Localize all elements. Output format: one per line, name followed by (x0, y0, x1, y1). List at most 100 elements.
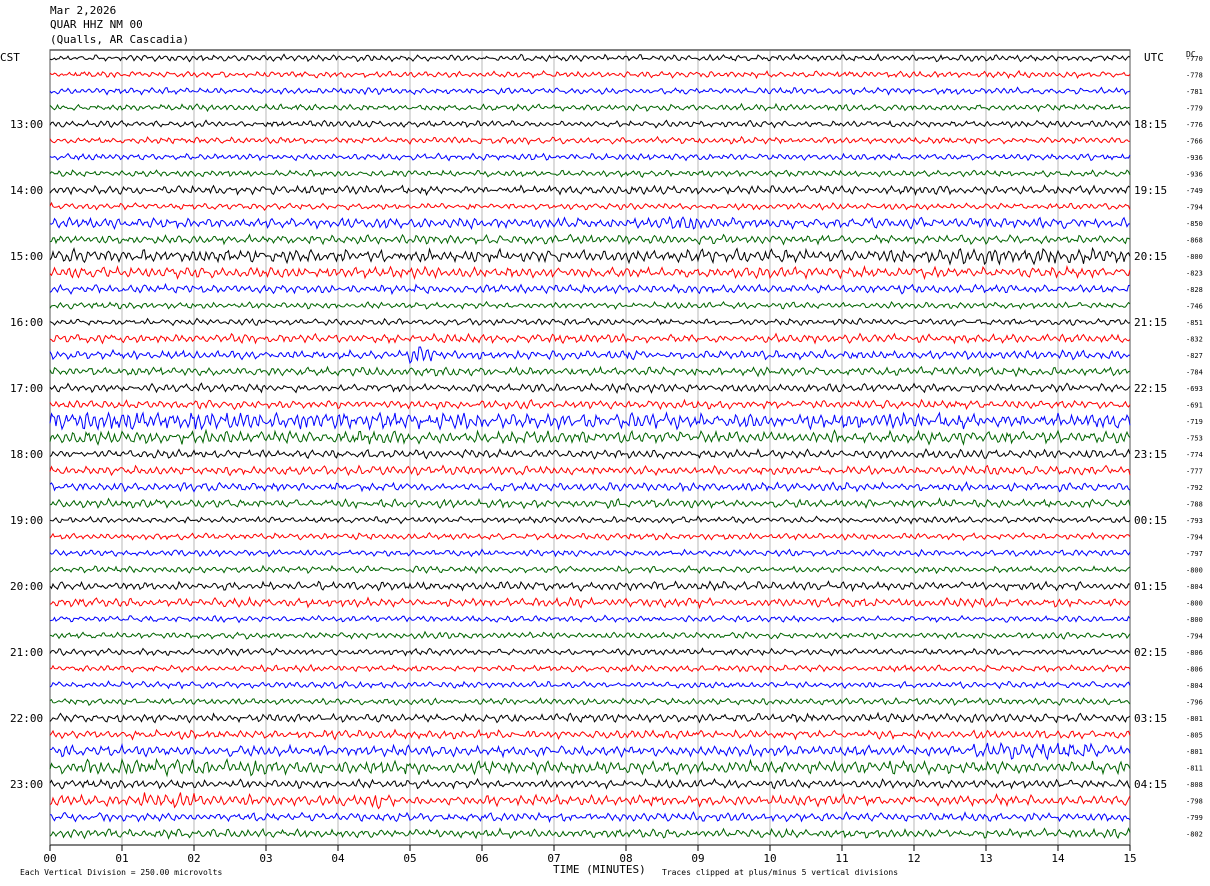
trace-35 (49, 630, 1131, 640)
dc-offset-10: -850 (1186, 220, 1203, 228)
right-hour-label-19:15: 19:15 (1134, 184, 1167, 197)
trace-6 (49, 152, 1131, 162)
trace-33 (49, 595, 1131, 610)
trace-0 (49, 53, 1131, 63)
trace-21 (49, 398, 1131, 411)
dc-offset-2: -781 (1186, 88, 1203, 96)
trace-23 (49, 428, 1131, 446)
left-hour-label-23:00: 23:00 (10, 778, 43, 791)
trace-31 (49, 564, 1131, 575)
trace-34 (49, 614, 1131, 624)
trace-40 (49, 711, 1131, 724)
trace-20 (49, 382, 1131, 395)
plot-frame (49, 49, 1131, 846)
dc-offset-15: -746 (1186, 303, 1203, 311)
right-hour-label-03:15: 03:15 (1134, 712, 1167, 725)
right-hour-label-23:15: 23:15 (1134, 448, 1167, 461)
plot-date: Mar 2,2026 (50, 4, 117, 17)
x-tick-label-07: 07 (547, 852, 560, 865)
right-hour-label-01:15: 01:15 (1134, 580, 1167, 593)
trace-7 (49, 169, 1131, 178)
left-hour-label-20:00: 20:00 (10, 580, 43, 593)
trace-43 (49, 757, 1131, 778)
left-hour-label-21:00: 21:00 (10, 646, 43, 659)
trace-26 (49, 481, 1131, 493)
trace-8 (49, 184, 1131, 197)
x-tick-label-00: 00 (43, 852, 56, 865)
x-tick-label-02: 02 (187, 852, 200, 865)
dc-offset-3: -779 (1186, 105, 1203, 113)
trace-46 (49, 811, 1131, 824)
left-hour-label-19:00: 19:00 (10, 514, 43, 527)
dc-offset-21: -691 (1186, 402, 1203, 410)
trace-45 (49, 792, 1131, 810)
x-tick-label-04: 04 (331, 852, 345, 865)
dc-offset-44: -808 (1186, 781, 1203, 789)
trace-36 (49, 647, 1131, 657)
dc-offset-33: -800 (1186, 600, 1203, 608)
left-hour-label-17:00: 17:00 (10, 382, 43, 395)
x-tick-label-03: 03 (259, 852, 272, 865)
dc-offset-25: -777 (1186, 468, 1203, 476)
left-timezone-label: CST (0, 51, 20, 64)
seismic-traces (49, 53, 1131, 840)
trace-44 (49, 777, 1131, 790)
trace-30 (49, 548, 1131, 558)
left-hour-label-22:00: 22:00 (10, 712, 43, 725)
left-hour-label-15:00: 15:00 (10, 250, 43, 263)
dc-offset-0: -770 (1186, 55, 1203, 63)
x-tick-label-05: 05 (403, 852, 416, 865)
trace-42 (49, 741, 1131, 761)
x-tick-label-13: 13 (979, 852, 992, 865)
dc-offset-37: -806 (1186, 666, 1203, 674)
trace-12 (49, 246, 1131, 266)
dc-offset-27: -788 (1186, 501, 1203, 509)
dc-offset-26: -792 (1186, 484, 1203, 492)
trace-10 (49, 215, 1131, 230)
trace-15 (49, 300, 1131, 310)
dc-offset-11: -868 (1186, 237, 1203, 245)
left-hour-label-14:00: 14:00 (10, 184, 43, 197)
trace-37 (49, 663, 1131, 674)
trace-27 (49, 497, 1131, 510)
dc-offset-13: -823 (1186, 270, 1203, 278)
x-tick-label-08: 08 (619, 852, 632, 865)
x-tick-label-11: 11 (835, 852, 848, 865)
trace-18 (49, 346, 1131, 365)
left-hour-label-16:00: 16:00 (10, 316, 43, 329)
minute-gridlines (49, 49, 1131, 846)
trace-5 (49, 135, 1131, 146)
right-hour-label-04:15: 04:15 (1134, 778, 1167, 791)
trace-25 (49, 464, 1131, 477)
x-tick-label-14: 14 (1051, 852, 1065, 865)
dc-offset-46: -799 (1186, 814, 1203, 822)
dc-offset-32: -804 (1186, 583, 1203, 591)
trace-24 (49, 448, 1131, 460)
scale-note: Each Vertical Division = 250.00 microvol… (20, 868, 222, 877)
dc-offset-14: -828 (1186, 286, 1203, 294)
dc-offset-18: -827 (1186, 352, 1203, 360)
trace-16 (49, 317, 1131, 327)
dc-offset-38: -804 (1186, 682, 1203, 690)
right-timezone-label: UTC (1144, 51, 1164, 64)
dc-offset-30: -797 (1186, 550, 1203, 558)
trace-39 (49, 697, 1131, 707)
dc-offset-23: -753 (1186, 435, 1203, 443)
dc-offset-6: -936 (1186, 154, 1203, 162)
dc-offset-16: -851 (1186, 319, 1203, 327)
dc-offset-34: -800 (1186, 616, 1203, 624)
x-tick-label-06: 06 (475, 852, 488, 865)
dc-offset-43: -811 (1186, 765, 1203, 773)
trace-13 (49, 265, 1131, 281)
axis-labels: 00 01 02 03 04 05 06 07 08 09 10 11 12 13 14 15 -770 -778… (10, 55, 1203, 865)
dc-offset-40: -801 (1186, 715, 1203, 723)
dc-offset-8: -749 (1186, 187, 1203, 195)
trace-2 (49, 86, 1131, 96)
dc-offset-24: -774 (1186, 451, 1203, 459)
trace-28 (49, 515, 1131, 525)
right-hour-label-20:15: 20:15 (1134, 250, 1167, 263)
dc-offset-36: -806 (1186, 649, 1203, 657)
dc-offset-39: -796 (1186, 699, 1203, 707)
right-hour-label-22:15: 22:15 (1134, 382, 1167, 395)
